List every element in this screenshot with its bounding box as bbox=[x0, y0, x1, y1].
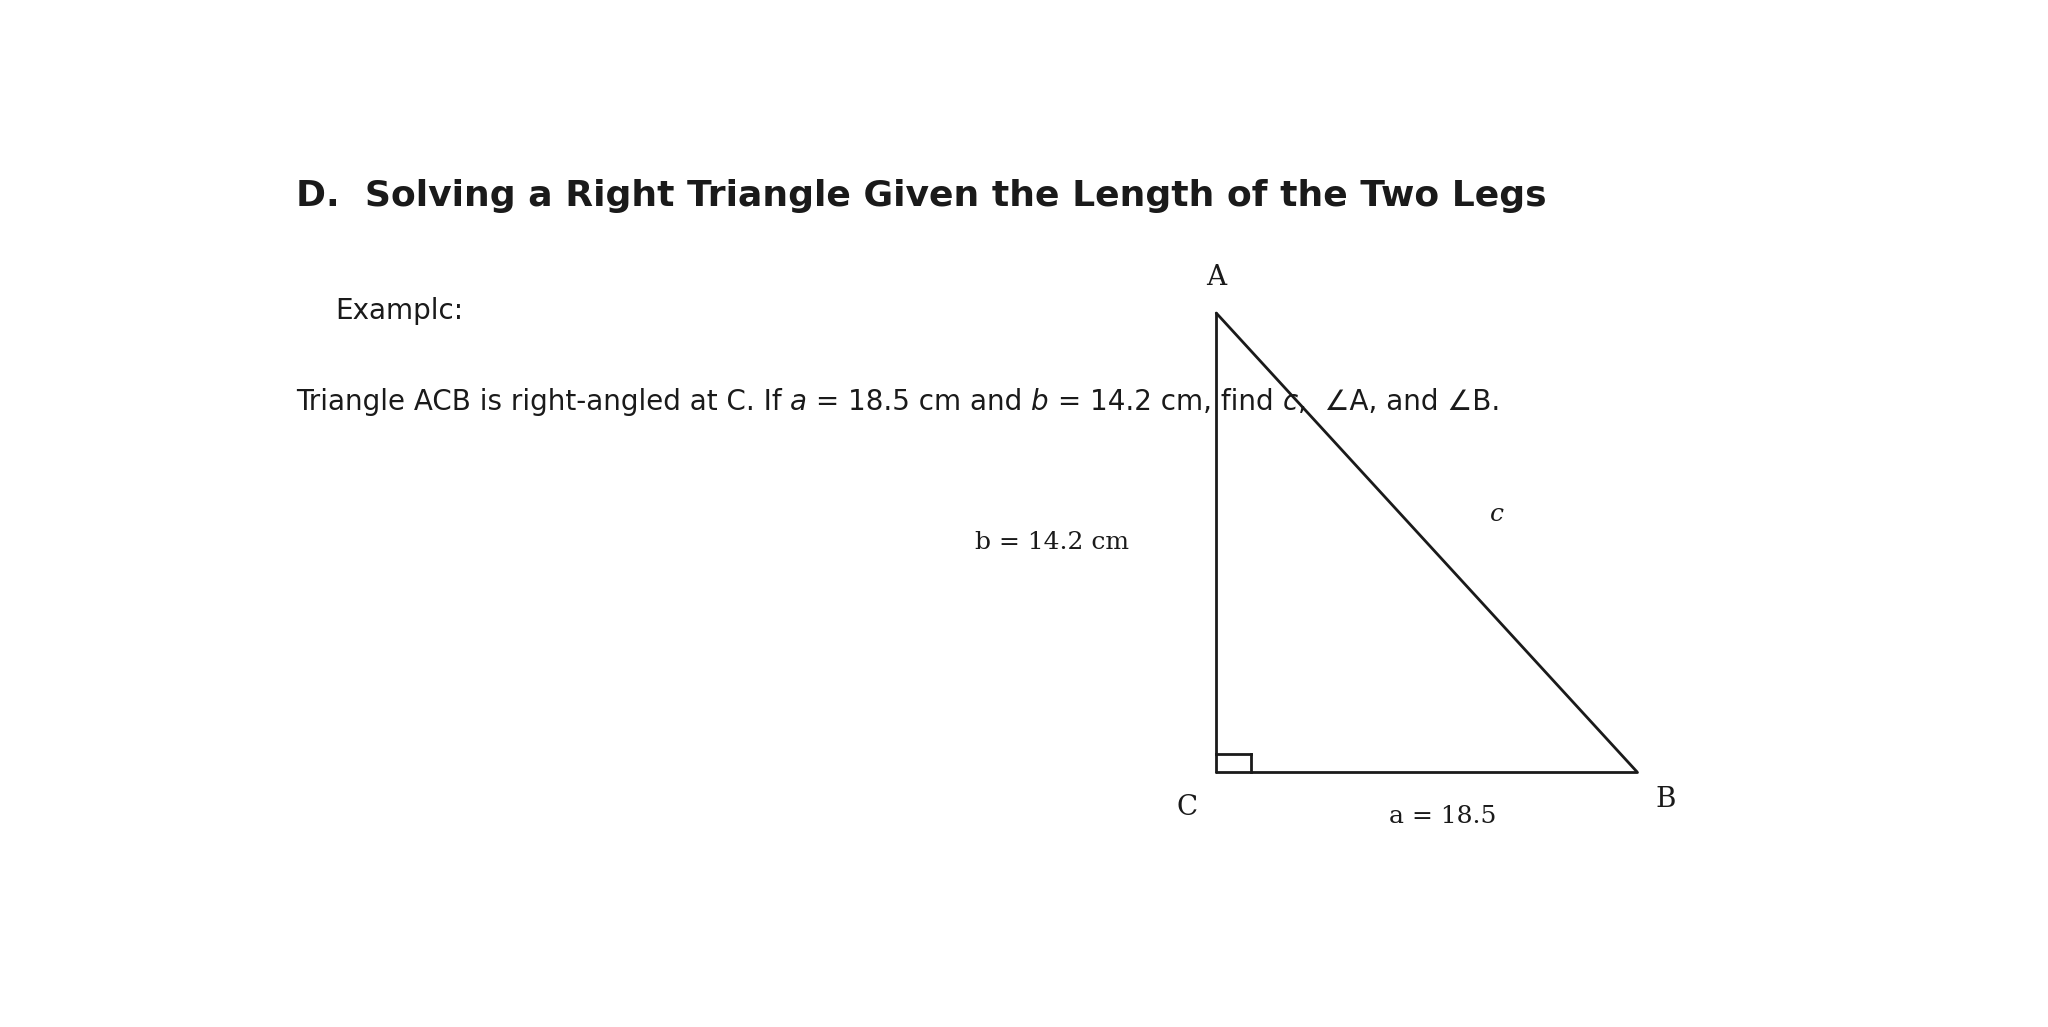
Text: A: A bbox=[1206, 264, 1227, 291]
Text: c: c bbox=[1282, 388, 1298, 416]
Text: Examplc:: Examplc: bbox=[336, 297, 463, 326]
Text: a: a bbox=[791, 388, 807, 416]
Text: D.  Solving a Right Triangle Given the Length of the Two Legs: D. Solving a Right Triangle Given the Le… bbox=[295, 179, 1546, 213]
Text: Triangle ACB is right-angled at C. If: Triangle ACB is right-angled at C. If bbox=[295, 388, 791, 416]
Text: = 18.5 cm and: = 18.5 cm and bbox=[807, 388, 1032, 416]
Text: b: b bbox=[1032, 388, 1049, 416]
Text: B: B bbox=[1657, 786, 1677, 813]
Text: ,  ∠A, and ∠B.: , ∠A, and ∠B. bbox=[1298, 388, 1499, 416]
Text: C: C bbox=[1176, 794, 1198, 821]
Text: b = 14.2 cm: b = 14.2 cm bbox=[975, 531, 1128, 554]
Text: c: c bbox=[1491, 503, 1503, 526]
Text: = 14.2 cm, find: = 14.2 cm, find bbox=[1049, 388, 1282, 416]
Text: a = 18.5: a = 18.5 bbox=[1389, 805, 1497, 828]
